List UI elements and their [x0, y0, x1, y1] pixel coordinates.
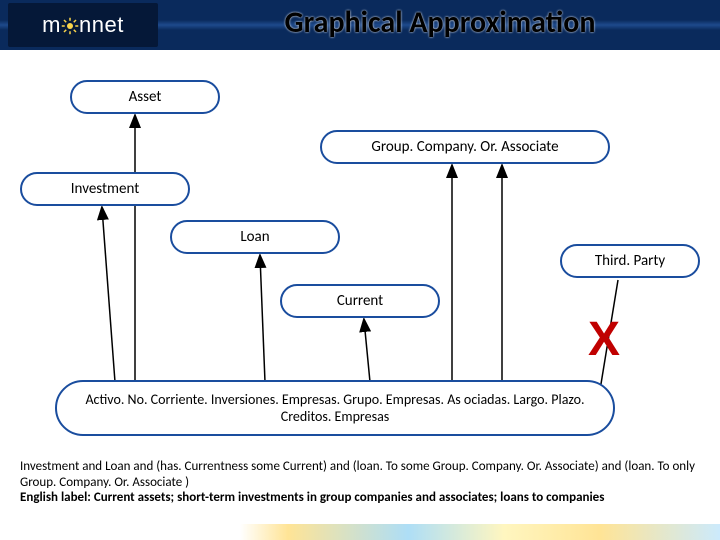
node-invest: Investment [20, 172, 190, 206]
node-activo: Activo. No. Corriente. Inversiones. Empr… [55, 380, 615, 436]
logo-prefix: m [42, 12, 61, 37]
edge-activo-current [364, 320, 370, 382]
sun-icon [61, 17, 79, 35]
edge-activo-invest [102, 208, 115, 382]
reject-x-icon: X [588, 312, 620, 367]
logo-suffix: nnet [79, 12, 124, 37]
edge-activo-loan [260, 256, 265, 382]
footer-line2: English label: Current assets; short-ter… [20, 490, 604, 505]
logo-text: mnnet [42, 12, 124, 38]
page-title: Graphical Approximation [180, 4, 700, 41]
node-loan: Loan [170, 220, 340, 254]
node-asset: Asset [70, 80, 220, 114]
node-group: Group. Company. Or. Associate [320, 130, 610, 164]
node-current: Current [280, 284, 440, 318]
logo: mnnet [8, 3, 158, 47]
footer-decorative-strip [240, 524, 720, 540]
node-third: Third. Party [560, 244, 700, 278]
diagram-canvas: Asset Group. Company. Or. Associate Invest… [0, 50, 720, 490]
